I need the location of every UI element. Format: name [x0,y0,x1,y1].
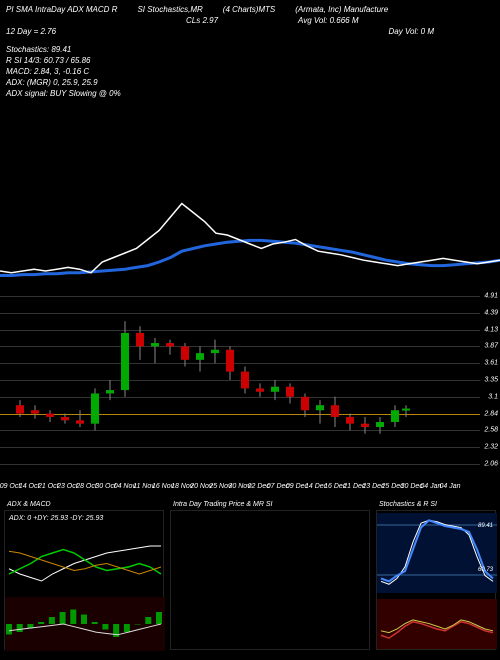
intraday-label: Intra Day Trading Price & MR SI [173,501,272,508]
adx-macd-panel: ADX & MACD ADX: 0 +DY: 25.93 -DY: 25.93 [4,510,164,650]
close-price: CLs 2.97 [186,15,218,26]
stochastics-label: Stochastics & R SI [379,501,437,508]
y-axis-label: 2.84 [484,410,498,417]
y-axis-label: 3.1 [488,393,498,400]
y-axis-label: 2.58 [484,427,498,434]
y-axis-label: 3.87 [484,343,498,350]
y-axis-label: 3.35 [484,377,498,384]
adx-svg [5,525,165,595]
stoch-tick-2: 60.73 [478,567,493,573]
x-axis-label: 14 Oct [19,483,40,490]
stoch-lower-svg [377,599,497,649]
x-axis-label: 28 Oct [76,483,97,490]
company-name: (Armata, Inc) Manufacture [295,4,388,15]
y-axis-label: 4.91 [484,293,498,300]
main-chart-svg [0,100,500,280]
avg-volume: Avg Vol: 0.666 M [298,15,358,26]
ma-12day: 12 Day = 2.76 [6,26,56,37]
macd-value: MACD: 2.84, 3, -0.16 C [6,66,494,77]
adx-signal: ADX signal: BUY Slowing @ 0% [6,88,494,99]
y-axis-label: 4.13 [484,326,498,333]
candle-chart: 4.91 4.39 4.13 3.87 3.61 3.35 3.1 2.84 2.58 2.32 2… [0,290,500,490]
day-volume: Day Vol: 0 M [389,26,435,37]
y-axis-label: 4.39 [484,309,498,316]
adx-readout: ADX: 0 +DY: 25.93 -DY: 25.93 [9,515,103,522]
intraday-panel: Intra Day Trading Price & MR SI [170,510,370,650]
chart-count: (4 Charts)MTS [223,4,275,15]
adx-macd-label: ADX & MACD [7,501,51,508]
x-axis-label: 21 Oct [38,483,59,490]
header-info: PI SMA IntraDay ADX MACD R SI Stochastic… [0,0,500,104]
main-line-chart [0,100,500,280]
y-axis-label: 2.32 [484,444,498,451]
y-axis-label: 2.06 [484,461,498,468]
rsi-value: R SI 14/3: 60.73 / 65.86 [6,55,494,66]
x-axis-label: 23 Oct [57,483,78,490]
candle-chart-svg [0,290,480,470]
adx-value: ADX: (MGR) 0, 25.9, 25.9 [6,77,494,88]
indicator-list: PI SMA IntraDay ADX MACD R [6,4,117,15]
x-axis-label: 09 Oct [0,483,20,490]
x-axis-label: 04 Jan [420,483,441,490]
stochastics-panel: Stochastics & R SI 89.41 60.73 [376,510,496,650]
stochastics-value: Stochastics: 89.41 [6,44,494,55]
stoch-tick-1: 89.41 [478,523,493,529]
macd-svg [5,597,165,651]
indicator-list-2: SI Stochastics,MR [137,4,202,15]
y-axis-label: 3.61 [484,360,498,367]
x-axis-label: 04 Jan [439,483,460,490]
